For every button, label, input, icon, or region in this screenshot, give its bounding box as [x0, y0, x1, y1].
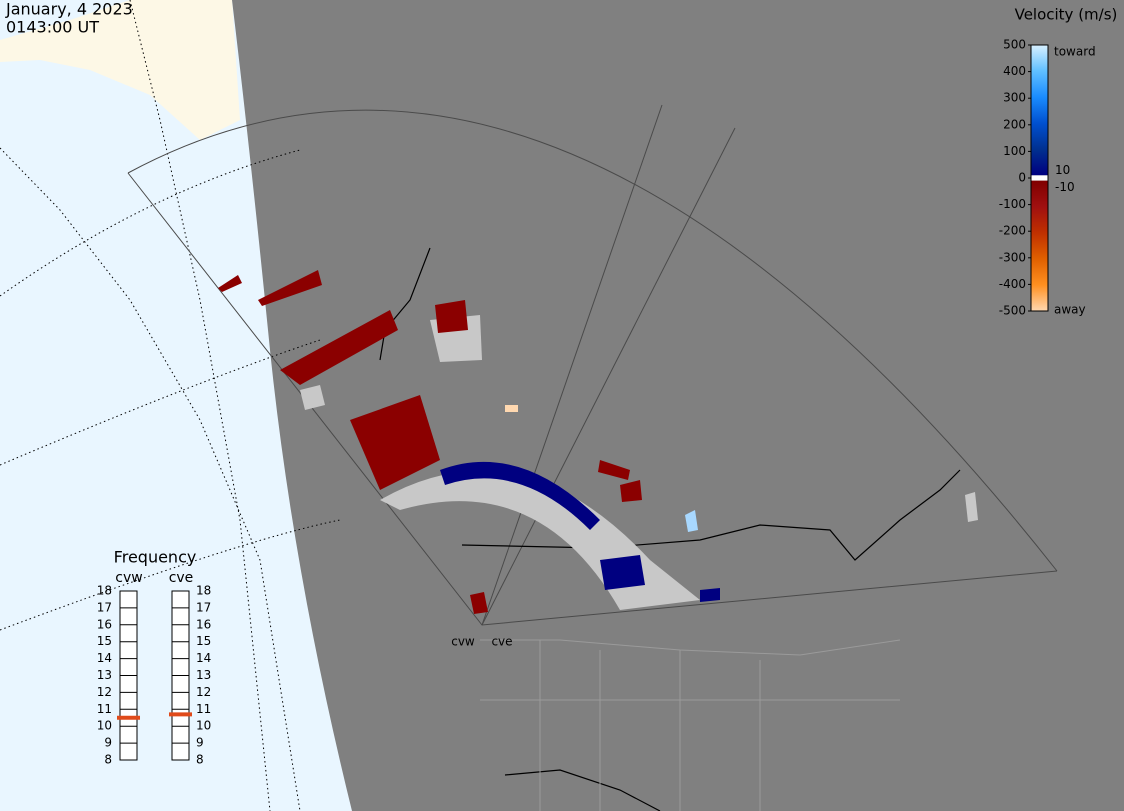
tick-label: 0 [1018, 171, 1026, 185]
radar-name: cvw [115, 570, 142, 586]
radar-name: cve [169, 570, 194, 586]
echo-cells [218, 270, 978, 614]
frequency-tick-label: 11 [97, 702, 112, 716]
tick-label: 200 [1003, 117, 1026, 131]
land-outside [0, 0, 240, 140]
frequency-tick-label: 12 [97, 685, 112, 699]
frequency-tick-label: 10 [196, 719, 211, 733]
tick-label: -500 [999, 304, 1026, 318]
frequency-tick-label: 16 [97, 617, 112, 631]
away-label: away [1054, 303, 1086, 317]
frequency-tick-label: 18 [97, 584, 112, 598]
tick-label: 100 [1003, 144, 1026, 158]
tick-label: 500 [1003, 38, 1026, 52]
frequency-tick-label: 10 [97, 719, 112, 733]
tick-label: -100 [999, 197, 1026, 211]
station-label: cve [491, 635, 512, 649]
colorbar-toward [1031, 45, 1048, 176]
frequency-tick-label: 18 [196, 584, 211, 598]
frequency-tick-label: 9 [104, 736, 112, 750]
frequency-tick-label: 8 [196, 753, 204, 767]
fan-outline [127, 104, 1058, 626]
frequency-tick-label: 14 [97, 651, 112, 665]
state-lines [480, 639, 901, 811]
frequency-tick-label: 11 [196, 702, 211, 716]
frequency-tick-label: 9 [196, 736, 204, 750]
frequency-tick-label: 17 [97, 600, 112, 614]
inner-tick-label: -10 [1055, 180, 1075, 194]
graticule [0, 0, 341, 811]
frequency-tick-label: 8 [104, 753, 112, 767]
frequency-tick-label: 12 [196, 685, 211, 699]
colorbar-gap [1031, 175, 1048, 181]
frequency-tick-label: 16 [196, 617, 211, 631]
tick-label: -200 [999, 224, 1026, 238]
frequency-tick-label: 13 [196, 668, 211, 682]
frequency-tick-label: 15 [97, 634, 112, 648]
tick-label: -400 [999, 277, 1026, 291]
inner-tick-label: 10 [1055, 163, 1070, 177]
night-region [232, 0, 1124, 811]
tick-label: 400 [1003, 64, 1026, 78]
frequency-tick-label: 17 [196, 600, 211, 614]
tick-label: 300 [1003, 91, 1026, 105]
frequency-tick-label: 15 [196, 634, 211, 648]
time: 0143:00 UT [6, 18, 99, 37]
header: January, 4 2023 0143:00 UT [5, 0, 133, 37]
frequency-tick-label: 13 [97, 668, 112, 682]
station-label: cvw [451, 635, 475, 649]
frequency-title: Frequency [114, 548, 197, 567]
frequency-tick-label: 14 [196, 651, 211, 665]
scales: 500 400 300 200 100 0 -100 -200 -300 -400 -500 10 -1… [97, 38, 1096, 767]
velocity-title: Velocity (m/s) [1015, 6, 1118, 24]
colorbar-away [1031, 180, 1048, 311]
toward-label: toward [1054, 45, 1096, 59]
date: January, 4 2023 [5, 0, 133, 19]
tick-label: -300 [999, 250, 1026, 264]
